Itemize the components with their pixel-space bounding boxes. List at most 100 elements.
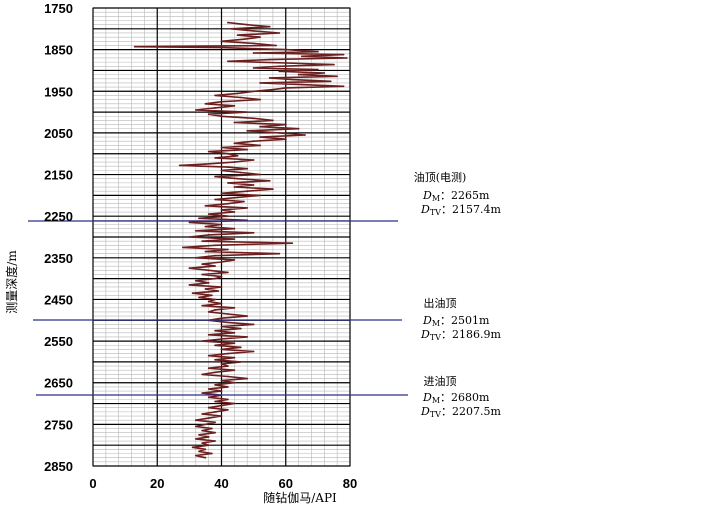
gamma-data-point — [291, 242, 294, 245]
gamma-data-point — [194, 109, 197, 111]
gamma-data-point — [227, 408, 229, 411]
gamma-data-point — [227, 182, 229, 184]
gamma-data-point — [268, 77, 271, 79]
gamma-data-point — [220, 286, 223, 288]
marker-dm: DM：2265m — [422, 189, 490, 203]
gamma-data-point — [233, 259, 236, 261]
gamma-data-point — [227, 386, 229, 388]
gamma-data-point — [214, 175, 217, 178]
gamma-data-point — [220, 223, 223, 226]
y-tick-label: 2550 — [44, 334, 73, 349]
gamma-data-point — [239, 96, 242, 99]
gamma-data-point — [220, 40, 223, 43]
gamma-data-point — [188, 221, 191, 224]
gamma-data-point — [214, 440, 217, 442]
gamma-data-point — [342, 85, 345, 88]
gamma-data-point — [214, 244, 217, 247]
gamma-data-point — [227, 321, 229, 324]
gamma-data-point — [246, 336, 249, 338]
gamma-data-point — [329, 80, 332, 83]
gamma-data-point — [252, 67, 255, 69]
gamma-data-point — [227, 215, 229, 218]
gamma-data-point — [204, 423, 207, 426]
gamma-data-point — [201, 340, 204, 342]
gamma-data-point — [252, 231, 255, 234]
gamma-data-point — [278, 32, 281, 34]
gamma-data-point — [214, 411, 217, 413]
gamma-data-point — [284, 87, 287, 89]
gamma-data-point — [342, 53, 345, 56]
gamma-data-point — [233, 142, 236, 145]
gamma-data-point — [201, 373, 204, 376]
gamma-data-point — [204, 250, 207, 253]
gamma-data-point — [214, 254, 217, 257]
gamma-data-point — [214, 107, 217, 109]
gamma-data-point — [272, 119, 274, 122]
y-tick-label: 2050 — [44, 126, 73, 141]
y-tick-label: 2850 — [44, 459, 73, 474]
gamma-data-point — [211, 294, 213, 297]
gamma-data-point — [246, 377, 249, 380]
gamma-data-point — [243, 38, 245, 41]
x-tick-label: 40 — [214, 476, 228, 491]
gamma-data-point — [207, 406, 210, 409]
gamma-data-point — [227, 21, 229, 24]
gamma-data-point — [198, 296, 200, 299]
marker-lines — [28, 220, 408, 396]
y-tick-label: 2650 — [44, 376, 73, 391]
y-tick-label: 1950 — [44, 84, 73, 99]
gamma-data-point — [204, 448, 207, 451]
gamma-data-point — [243, 200, 245, 203]
gamma-data-point — [246, 207, 249, 209]
gamma-data-point — [227, 313, 229, 315]
gamma-data-point — [201, 273, 204, 276]
gamma-data-point — [252, 159, 255, 161]
gamma-data-point — [317, 50, 319, 53]
gamma-data-point — [194, 425, 197, 428]
gamma-data-point — [233, 227, 236, 230]
gamma-data-point — [220, 115, 223, 118]
gamma-data-point — [297, 73, 300, 76]
y-tick-labels: 1750 1850 1950 2050 2150 2250 2350 2450 2550 2650… — [44, 1, 73, 474]
gamma-data-point — [284, 123, 287, 126]
gamma-data-point — [207, 300, 210, 303]
x-tick-label: 0 — [89, 476, 96, 491]
gamma-data-point — [268, 25, 271, 28]
gamma-data-point — [304, 134, 306, 136]
gamma-data-point — [291, 78, 294, 81]
gamma-data-point — [259, 47, 261, 50]
gamma-data-point — [233, 211, 236, 213]
gamma-data-point — [233, 186, 236, 188]
gamma-data-point — [246, 23, 249, 26]
gamma-data-point — [239, 346, 242, 349]
gamma-data-point — [220, 46, 223, 49]
gamma-data-point — [201, 392, 204, 394]
marker-dm: DM：2680m — [422, 391, 490, 405]
gamma-data-point — [194, 279, 197, 282]
gamma-data-point — [214, 298, 217, 301]
gamma-data-point — [278, 65, 281, 68]
gamma-data-point — [220, 363, 223, 365]
y-tick-label: 1750 — [44, 1, 73, 16]
gamma-data-point — [220, 415, 223, 417]
y-tick-label: 2750 — [44, 417, 73, 432]
gamma-data-point — [204, 204, 207, 207]
gamma-data-point — [214, 358, 217, 361]
gamma-data-point — [252, 184, 255, 186]
gamma-data-point — [246, 167, 249, 170]
gamma-data-point — [214, 94, 217, 97]
gamma-data-point — [207, 113, 210, 116]
gamma-data-point — [284, 48, 287, 51]
gamma-data-point — [233, 238, 236, 241]
gamma-data-point — [207, 388, 210, 390]
gamma-data-point — [252, 140, 255, 143]
marker-dtv: DTV：2186.9m — [420, 328, 501, 342]
gamma-data-point — [233, 121, 236, 124]
gamma-data-point — [233, 342, 236, 345]
gamma-data-point — [220, 338, 223, 340]
gamma-data-point — [214, 371, 217, 374]
gamma-data-point — [188, 267, 191, 270]
marker-label: 进油顶 — [424, 374, 457, 388]
gamma-data-point — [214, 198, 217, 201]
gamma-data-point — [214, 400, 217, 403]
